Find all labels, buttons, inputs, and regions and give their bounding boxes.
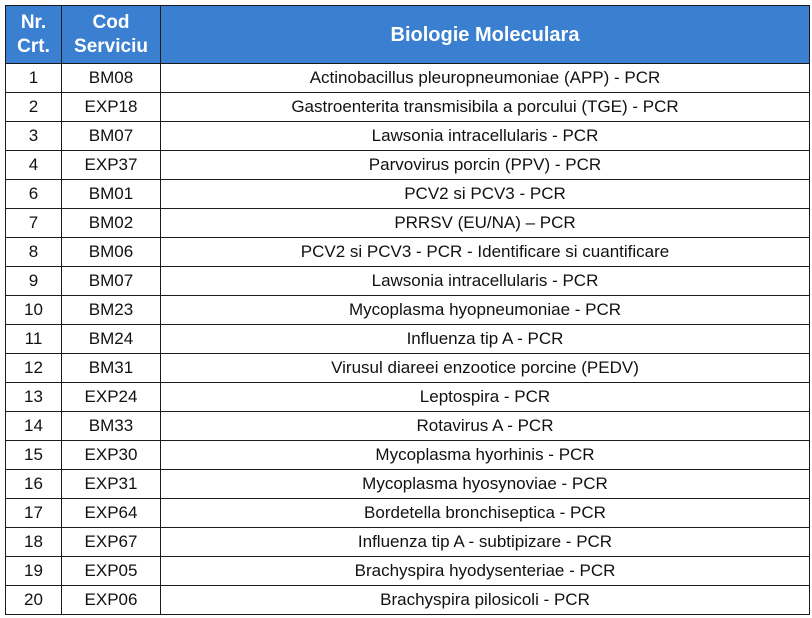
- table-row: 10 BM23 Mycoplasma hyopneumoniae - PCR: [5, 295, 810, 325]
- row-nr-cell: 18: [5, 527, 62, 557]
- row-cod-cell: BM02: [61, 208, 161, 238]
- table-header-row: Nr. Crt. Cod Serviciu Biologie Molecular…: [5, 5, 810, 64]
- row-service-name-cell: PCV2 si PCV3 - PCR: [160, 179, 810, 209]
- row-service-name-cell: PRRSV (EU/NA) – PCR: [160, 208, 810, 238]
- table-row: 16 EXP31 Mycoplasma hyosynoviae - PCR: [5, 469, 810, 499]
- header-nr-crt: Nr. Crt.: [5, 5, 62, 64]
- table-row: 20 EXP06 Brachyspira pilosicoli - PCR: [5, 585, 810, 615]
- table-row: 4 EXP37 Parvovirus porcin (PPV) - PCR: [5, 150, 810, 180]
- header-cod-line2: Serviciu: [74, 35, 148, 57]
- row-cod-cell: EXP67: [61, 527, 161, 557]
- row-nr-cell: 6: [5, 179, 62, 209]
- table-row: 18 EXP67 Influenza tip A - subtipizare - P…: [5, 527, 810, 557]
- table-body: 1 BM08 Actinobacillus pleuropneumoniae (AP…: [5, 63, 810, 615]
- row-service-name-cell: Bordetella bronchiseptica - PCR: [160, 498, 810, 528]
- header-cod-line1: Cod: [92, 11, 130, 33]
- row-cod-cell: EXP05: [61, 556, 161, 586]
- row-service-name-cell: Rotavirus A - PCR: [160, 411, 810, 441]
- table-row: 2 EXP18 Gastroenterita transmisibila a por…: [5, 92, 810, 122]
- table-row: 8 BM06 PCV2 si PCV3 - PCR - Identificare s…: [5, 237, 810, 267]
- row-nr-cell: 12: [5, 353, 62, 383]
- row-cod-cell: BM31: [61, 353, 161, 383]
- row-cod-cell: BM24: [61, 324, 161, 354]
- row-cod-cell: EXP31: [61, 469, 161, 499]
- services-table-container: Nr. Crt. Cod Serviciu Biologie Molecular…: [5, 5, 810, 615]
- table-row: 19 EXP05 Brachyspira hyodysenteriae - PCR: [5, 556, 810, 586]
- row-cod-cell: EXP18: [61, 92, 161, 122]
- row-cod-cell: BM06: [61, 237, 161, 267]
- row-service-name-cell: Mycoplasma hyopneumoniae - PCR: [160, 295, 810, 325]
- row-service-name-cell: Influenza tip A - PCR: [160, 324, 810, 354]
- row-nr-cell: 17: [5, 498, 62, 528]
- row-service-name-cell: Virusul diareei enzootice porcine (PEDV): [160, 353, 810, 383]
- row-nr-cell: 16: [5, 469, 62, 499]
- row-service-name-cell: Lawsonia intracellularis - PCR: [160, 121, 810, 151]
- row-service-name-cell: Lawsonia intracellularis - PCR: [160, 266, 810, 296]
- row-cod-cell: BM08: [61, 63, 161, 93]
- header-nr-line1: Nr.: [20, 11, 47, 33]
- row-nr-cell: 2: [5, 92, 62, 122]
- row-nr-cell: 14: [5, 411, 62, 441]
- row-service-name-cell: Leptospira - PCR: [160, 382, 810, 412]
- header-nr-line2: Crt.: [17, 35, 50, 57]
- row-cod-cell: BM07: [61, 121, 161, 151]
- row-service-name-cell: Influenza tip A - subtipizare - PCR: [160, 527, 810, 557]
- table-row: 9 BM07 Lawsonia intracellularis - PCR: [5, 266, 810, 296]
- table-row: 11 BM24 Influenza tip A - PCR: [5, 324, 810, 354]
- row-cod-cell: EXP30: [61, 440, 161, 470]
- row-service-name-cell: Gastroenterita transmisibila a porcului …: [160, 92, 810, 122]
- table-row: 3 BM07 Lawsonia intracellularis - PCR: [5, 121, 810, 151]
- row-service-name-cell: Actinobacillus pleuropneumoniae (APP) - …: [160, 63, 810, 93]
- table-row: 15 EXP30 Mycoplasma hyorhinis - PCR: [5, 440, 810, 470]
- row-nr-cell: 1: [5, 63, 62, 93]
- services-table: Nr. Crt. Cod Serviciu Biologie Molecular…: [5, 5, 810, 615]
- row-cod-cell: BM07: [61, 266, 161, 296]
- row-nr-cell: 11: [5, 324, 62, 354]
- table-row: 12 BM31 Virusul diareei enzootice porcine …: [5, 353, 810, 383]
- row-nr-cell: 3: [5, 121, 62, 151]
- table-row: 6 BM01 PCV2 si PCV3 - PCR: [5, 179, 810, 209]
- table-row: 1 BM08 Actinobacillus pleuropneumoniae (AP…: [5, 63, 810, 93]
- row-service-name-cell: Brachyspira pilosicoli - PCR: [160, 585, 810, 615]
- row-cod-cell: BM23: [61, 295, 161, 325]
- row-nr-cell: 9: [5, 266, 62, 296]
- row-nr-cell: 20: [5, 585, 62, 615]
- table-row: 7 BM02 PRRSV (EU/NA) – PCR: [5, 208, 810, 238]
- row-cod-cell: EXP64: [61, 498, 161, 528]
- row-service-name-cell: Parvovirus porcin (PPV) - PCR: [160, 150, 810, 180]
- row-service-name-cell: Mycoplasma hyosynoviae - PCR: [160, 469, 810, 499]
- row-nr-cell: 15: [5, 440, 62, 470]
- header-cod-serviciu: Cod Serviciu: [61, 5, 161, 64]
- row-nr-cell: 7: [5, 208, 62, 238]
- row-cod-cell: EXP06: [61, 585, 161, 615]
- row-cod-cell: EXP37: [61, 150, 161, 180]
- row-nr-cell: 4: [5, 150, 62, 180]
- row-nr-cell: 10: [5, 295, 62, 325]
- table-row: 13 EXP24 Leptospira - PCR: [5, 382, 810, 412]
- row-cod-cell: EXP24: [61, 382, 161, 412]
- table-row: 14 BM33 Rotavirus A - PCR: [5, 411, 810, 441]
- row-service-name-cell: PCV2 si PCV3 - PCR - Identificare si cua…: [160, 237, 810, 267]
- row-service-name-cell: Brachyspira hyodysenteriae - PCR: [160, 556, 810, 586]
- table-row: 17 EXP64 Bordetella bronchiseptica - PCR: [5, 498, 810, 528]
- header-biologie-moleculara: Biologie Moleculara: [160, 5, 810, 64]
- row-cod-cell: BM33: [61, 411, 161, 441]
- row-nr-cell: 19: [5, 556, 62, 586]
- row-cod-cell: BM01: [61, 179, 161, 209]
- row-nr-cell: 13: [5, 382, 62, 412]
- row-service-name-cell: Mycoplasma hyorhinis - PCR: [160, 440, 810, 470]
- row-nr-cell: 8: [5, 237, 62, 267]
